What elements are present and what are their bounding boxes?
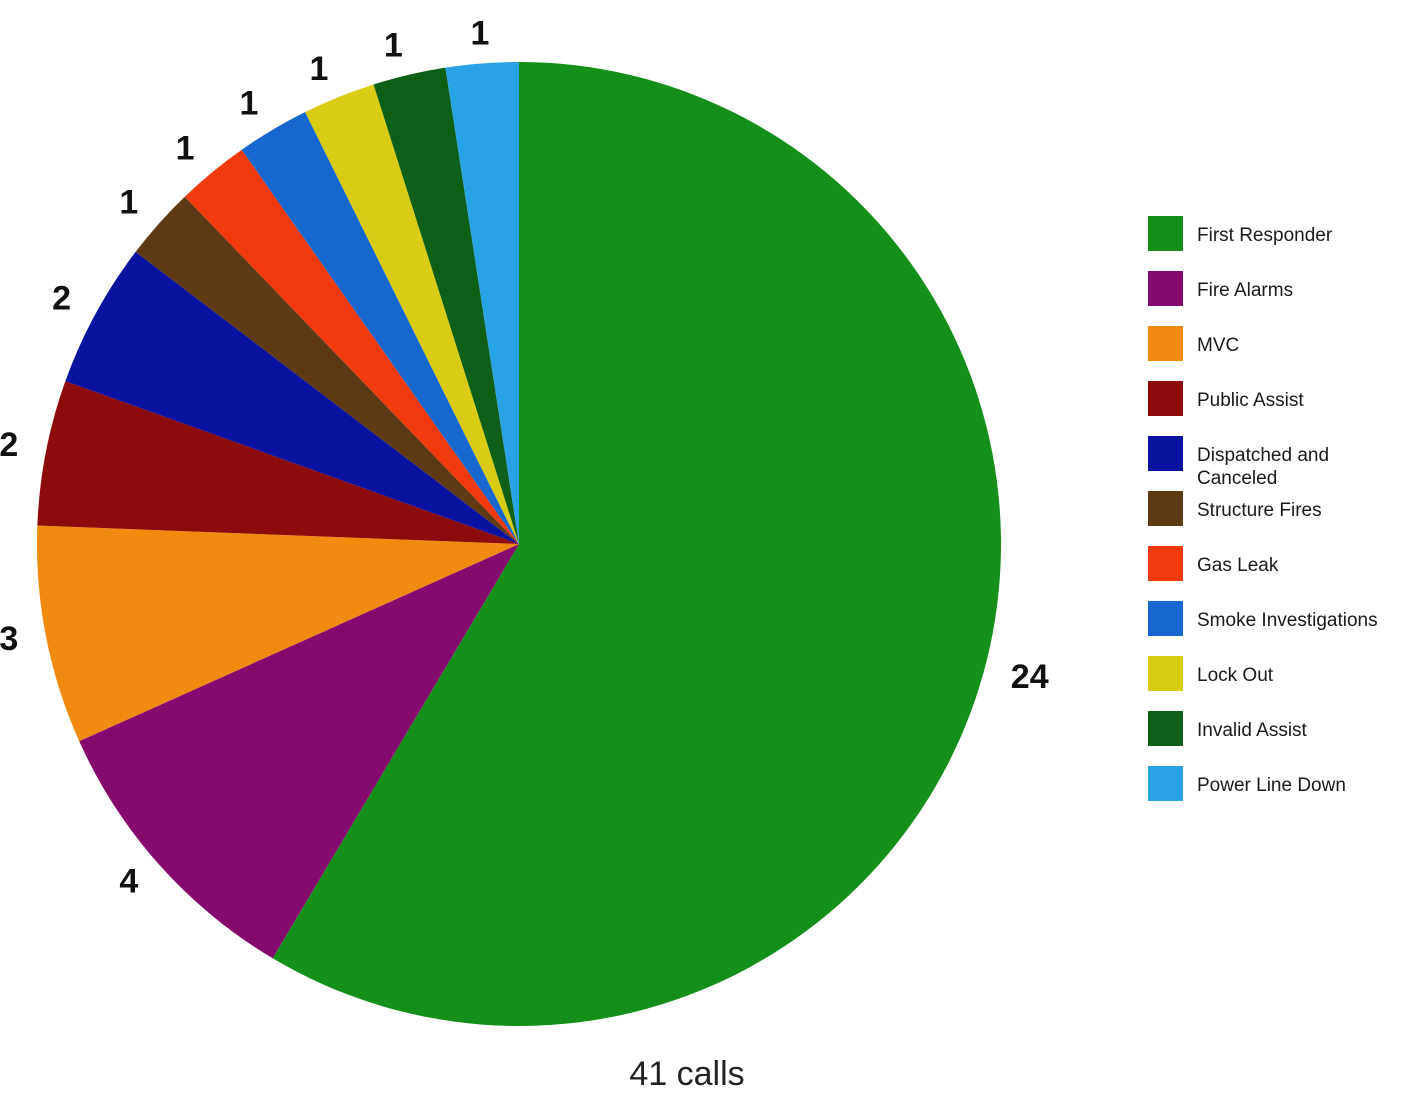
pie-slice-invalid-assist — [373, 67, 519, 545]
chart-footer-total: 41 calls — [629, 1055, 744, 1093]
legend-swatch — [1148, 216, 1183, 251]
slice-value-label-mvc: 3 — [0, 620, 18, 658]
legend-swatch — [1148, 711, 1183, 746]
legend-swatch — [1148, 436, 1183, 471]
pie-slice-public-assist — [37, 381, 519, 544]
pie-slice-first-responder — [272, 62, 1002, 1026]
legend-item-dispatched-and-canceled: Dispatched and Canceled — [1148, 436, 1408, 491]
legend-label: Smoke Investigations — [1197, 610, 1378, 631]
legend-item-gas-leak: Gas Leak — [1148, 546, 1408, 601]
legend-item-invalid-assist: Invalid Assist — [1148, 711, 1408, 766]
pie-slice-structure-fires — [135, 196, 520, 544]
pie-slice-smoke-investigations — [241, 112, 519, 545]
chart-legend: First Responder Fire Alarms MVC Public Assi… — [1148, 216, 1408, 821]
legend-label: Gas Leak — [1197, 555, 1279, 576]
pie-slice-lock-out — [305, 84, 519, 545]
legend-label: Lock Out — [1197, 665, 1274, 686]
legend-item-mvc: MVC — [1148, 326, 1408, 381]
legend-item-smoke-investigations: Smoke Investigations — [1148, 601, 1408, 656]
legend-label: Invalid Assist — [1197, 720, 1307, 741]
legend-swatch — [1148, 381, 1183, 416]
legend-item-power-line-down: Power Line Down — [1148, 766, 1408, 821]
slice-value-label-structure-fires: 1 — [119, 184, 138, 222]
slice-value-label-first-responder: 24 — [1011, 658, 1049, 696]
legend-label: Dispatched and Canceled — [1197, 445, 1330, 489]
legend-swatch — [1148, 766, 1183, 801]
pie-slice-fire-alarms — [79, 544, 520, 959]
legend-label: First Responder — [1197, 225, 1333, 246]
legend-label: MVC — [1197, 335, 1240, 356]
legend-swatch — [1148, 326, 1183, 361]
pie-slice-gas-leak — [184, 149, 519, 544]
legend-item-public-assist: Public Assist — [1148, 381, 1408, 436]
legend-swatch — [1148, 491, 1183, 526]
slice-value-label-lock-out: 1 — [309, 50, 328, 88]
legend-label: Fire Alarms — [1197, 280, 1294, 301]
slice-value-label-fire-alarms: 4 — [119, 862, 138, 900]
slice-value-label-gas-leak: 1 — [176, 129, 195, 167]
legend-swatch — [1148, 656, 1183, 691]
slice-value-label-invalid-assist: 1 — [384, 26, 403, 64]
legend-label: Structure Fires — [1197, 500, 1322, 521]
legend-item-lock-out: Lock Out — [1148, 656, 1408, 711]
slice-value-label-dispatched-and-canceled: 2 — [52, 279, 71, 317]
slice-value-label-power-line-down: 1 — [471, 14, 490, 52]
legend-item-structure-fires: Structure Fires — [1148, 491, 1408, 546]
legend-label: Power Line Down — [1197, 775, 1346, 796]
pie-slice-dispatched-and-canceled — [65, 251, 520, 545]
legend-item-first-responder: First Responder — [1148, 216, 1408, 271]
legend-swatch — [1148, 546, 1183, 581]
pie-slices — [36, 62, 1002, 1026]
legend-item-fire-alarms: Fire Alarms — [1148, 271, 1408, 326]
slice-value-label-smoke-investigations: 1 — [239, 85, 258, 123]
pie-slice-power-line-down — [445, 62, 519, 544]
pie-slice-mvc — [36, 525, 520, 742]
legend-swatch — [1148, 271, 1183, 306]
legend-swatch — [1148, 601, 1183, 636]
slice-value-label-public-assist: 2 — [0, 426, 18, 464]
legend-label: Public Assist — [1197, 390, 1304, 411]
